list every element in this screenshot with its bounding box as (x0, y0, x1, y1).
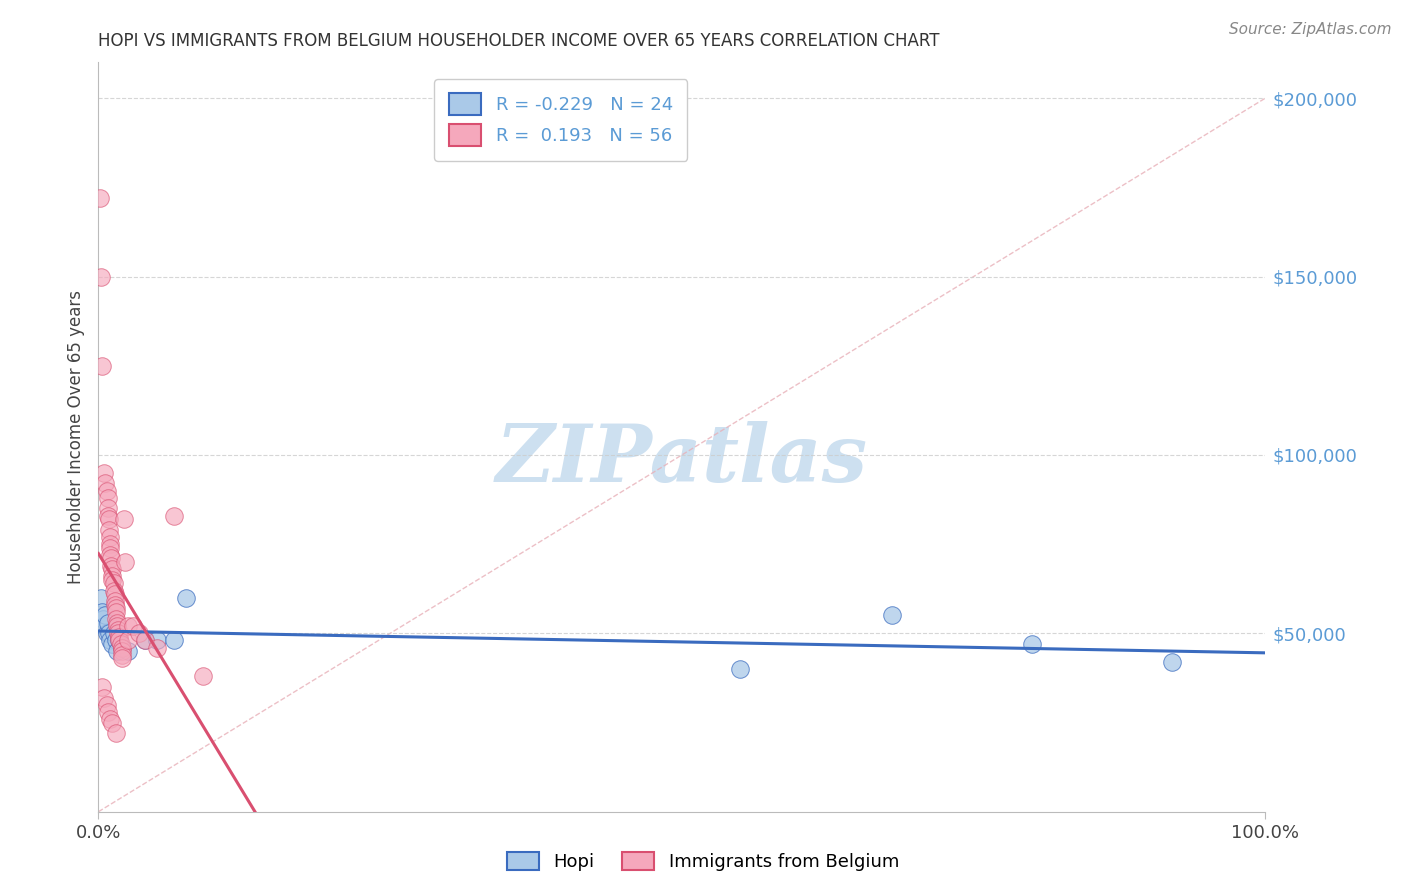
Point (90, 359, 112, 373)
Point (100, 558, 122, 573)
Point (105, 619, 128, 633)
Point (97, 508, 120, 523)
Point (146, 640, 169, 655)
Text: Source: ZipAtlas.com: Source: ZipAtlas.com (1229, 22, 1392, 37)
Point (1161, 655, 1184, 669)
Point (98, 537, 121, 551)
Text: ZIPatlas: ZIPatlas (496, 421, 868, 499)
Point (101, 562, 124, 576)
Point (97, 501, 120, 516)
Point (103, 583, 125, 598)
Point (128, 626, 150, 640)
Point (103, 626, 125, 640)
Point (104, 612, 127, 626)
Point (97, 626, 120, 640)
Point (94, 476, 117, 491)
Point (97, 523, 120, 537)
Point (93, 690, 115, 705)
Point (100, 551, 122, 566)
Point (96, 483, 118, 498)
Point (146, 633, 169, 648)
Point (104, 587, 127, 601)
Point (98, 530, 121, 544)
Point (193, 669, 215, 683)
Point (90, 591, 112, 605)
Point (89, 191, 111, 205)
Text: HOPI VS IMMIGRANTS FROM BELGIUM HOUSEHOLDER INCOME OVER 65 YEARS CORRELATION CHA: HOPI VS IMMIGRANTS FROM BELGIUM HOUSEHOL… (98, 32, 941, 50)
Point (117, 619, 139, 633)
Point (111, 651, 134, 665)
Point (101, 569, 124, 583)
Point (730, 662, 752, 676)
Point (101, 715, 124, 730)
Point (105, 644, 128, 658)
Point (104, 601, 127, 615)
Legend: Hopi, Immigrants from Belgium: Hopi, Immigrants from Belgium (499, 845, 907, 879)
Point (104, 633, 127, 648)
Point (97, 615, 120, 630)
Point (93, 619, 115, 633)
Point (101, 573, 124, 587)
Point (96, 698, 118, 712)
Y-axis label: Householder Income Over 65 years: Householder Income Over 65 years (66, 290, 84, 584)
Point (90, 269, 112, 284)
Point (105, 615, 128, 630)
Point (103, 576, 125, 591)
Point (107, 623, 129, 637)
Point (114, 555, 136, 569)
Point (174, 591, 197, 605)
Point (98, 633, 121, 648)
Point (111, 644, 134, 658)
Legend: R = -0.229   N = 24, R =  0.193   N = 56: R = -0.229 N = 24, R = 0.193 N = 56 (434, 79, 688, 161)
Point (93, 466, 115, 480)
Point (104, 594, 127, 608)
Point (90, 605, 112, 619)
Point (111, 640, 134, 655)
Point (104, 598, 127, 612)
Point (110, 637, 132, 651)
Point (117, 644, 139, 658)
Point (98, 712, 121, 726)
Point (101, 637, 124, 651)
Point (117, 633, 139, 648)
Point (163, 508, 186, 523)
Point (108, 633, 131, 648)
Point (97, 491, 120, 505)
Point (111, 640, 134, 655)
Point (91, 612, 114, 626)
Point (90, 680, 112, 694)
Point (108, 633, 131, 648)
Point (98, 548, 121, 562)
Point (112, 512, 135, 526)
Point (134, 633, 156, 648)
Point (98, 541, 121, 555)
Point (111, 648, 134, 662)
Point (104, 605, 127, 619)
Point (97, 705, 120, 719)
Point (94, 608, 117, 623)
Point (134, 633, 156, 648)
Point (104, 726, 127, 740)
Point (108, 630, 131, 644)
Point (1021, 637, 1043, 651)
Point (163, 633, 186, 648)
Point (122, 619, 145, 633)
Point (97, 512, 120, 526)
Point (96, 626, 118, 640)
Point (880, 608, 903, 623)
Point (107, 626, 129, 640)
